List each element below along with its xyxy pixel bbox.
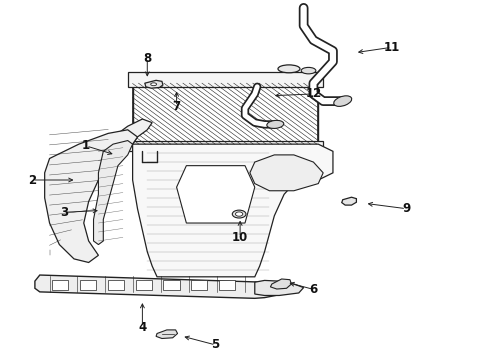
Text: 8: 8 (143, 51, 151, 64)
Polygon shape (35, 275, 284, 298)
Polygon shape (45, 130, 138, 262)
Text: 11: 11 (384, 41, 400, 54)
Text: 3: 3 (60, 206, 68, 219)
Ellipse shape (236, 212, 243, 216)
Text: 2: 2 (28, 174, 37, 186)
Polygon shape (128, 140, 323, 151)
Polygon shape (133, 144, 333, 277)
Polygon shape (113, 119, 152, 148)
Text: 12: 12 (305, 87, 321, 100)
Ellipse shape (267, 120, 284, 129)
Bar (108, 280, 124, 291)
Polygon shape (176, 166, 255, 223)
Polygon shape (342, 197, 356, 205)
Bar (191, 280, 207, 291)
Bar (80, 280, 96, 291)
Ellipse shape (151, 83, 157, 86)
Text: 7: 7 (172, 100, 181, 113)
Polygon shape (133, 83, 318, 144)
Ellipse shape (301, 67, 316, 74)
Text: 6: 6 (309, 283, 318, 296)
Polygon shape (270, 279, 292, 289)
Bar (136, 280, 152, 291)
Text: 9: 9 (402, 202, 410, 215)
Ellipse shape (334, 96, 352, 107)
Polygon shape (250, 155, 323, 191)
Polygon shape (255, 280, 304, 296)
Bar (219, 280, 235, 291)
Polygon shape (94, 140, 133, 244)
Text: 10: 10 (232, 231, 248, 244)
Bar (163, 280, 179, 291)
Text: 1: 1 (82, 139, 90, 152)
Ellipse shape (232, 210, 246, 218)
Text: 5: 5 (212, 338, 220, 351)
Polygon shape (156, 330, 177, 338)
Polygon shape (128, 72, 323, 87)
Polygon shape (145, 80, 163, 88)
Bar (52, 280, 68, 291)
Text: 4: 4 (138, 320, 147, 333)
Ellipse shape (278, 65, 300, 73)
